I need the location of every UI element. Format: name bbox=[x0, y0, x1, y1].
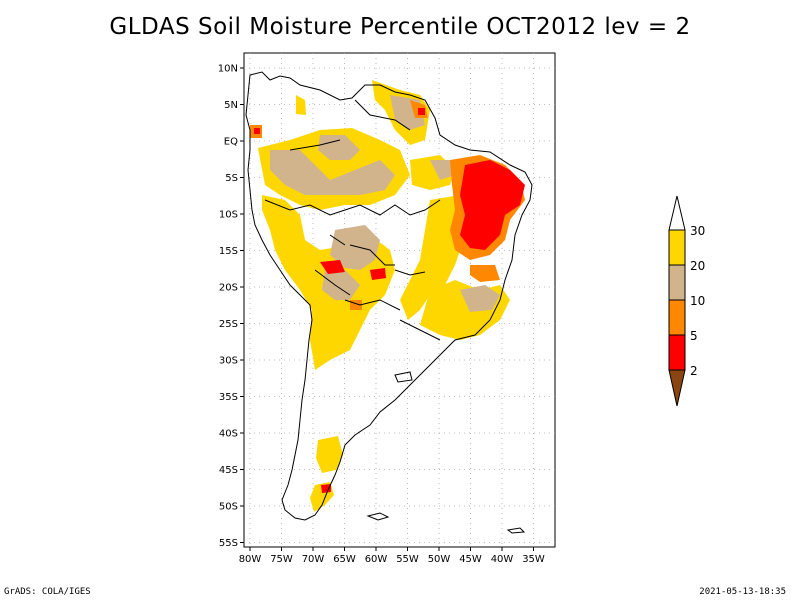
colorbar-label-30: 30 bbox=[690, 224, 705, 238]
colorbar-swatch-20-30 bbox=[668, 229, 686, 266]
lon-label: 35W bbox=[522, 554, 545, 565]
footer-credit: GrADS: COLA/IGES bbox=[4, 587, 91, 597]
lat-label: EQ bbox=[224, 137, 238, 148]
lat-label: 10S bbox=[219, 210, 238, 221]
lat-label: 25S bbox=[219, 319, 238, 330]
longitude-labels: 80W 75W 70W 65W 60W 55W 50W 45W 40W 35W bbox=[239, 547, 545, 565]
lon-label: 60W bbox=[365, 554, 388, 565]
lon-label: 70W bbox=[302, 554, 325, 565]
lat-label: 50S bbox=[219, 502, 238, 513]
lat-label: 30S bbox=[219, 356, 238, 367]
lat-label: 55S bbox=[219, 538, 238, 549]
islands bbox=[366, 371, 526, 534]
colorbar-top-arrow bbox=[668, 195, 686, 231]
colorbar-label-20: 20 bbox=[690, 259, 705, 273]
colorbar: 30 20 10 5 2 bbox=[668, 195, 705, 407]
lat-label: 10N bbox=[218, 64, 238, 75]
colorbar-bottom-arrow bbox=[668, 369, 686, 407]
lat-label: 40S bbox=[219, 429, 238, 440]
lat-label: 15S bbox=[219, 246, 238, 257]
lat-label: 5N bbox=[224, 100, 238, 111]
lon-label: 80W bbox=[239, 554, 262, 565]
colorbar-swatch-5-10 bbox=[668, 299, 686, 336]
lon-label: 45W bbox=[459, 554, 482, 565]
lat-label: 45S bbox=[219, 465, 238, 476]
lon-label: 40W bbox=[491, 554, 514, 565]
footer-timestamp: 2021-05-13-18:35 bbox=[699, 587, 786, 597]
lat-label: 35S bbox=[219, 392, 238, 403]
lon-label: 65W bbox=[333, 554, 356, 565]
colorbar-label-2: 2 bbox=[690, 364, 698, 378]
lat-label: 20S bbox=[219, 283, 238, 294]
lon-label: 55W bbox=[396, 554, 419, 565]
colorbar-label-10: 10 bbox=[690, 294, 705, 308]
coastline-and-borders bbox=[245, 71, 533, 521]
lat-label: 5S bbox=[225, 173, 238, 184]
lon-label: 75W bbox=[270, 554, 293, 565]
map-title: GLDAS Soil Moisture Percentile OCT2012 l… bbox=[109, 14, 691, 40]
colorbar-swatch-2-5 bbox=[668, 334, 686, 371]
latitude-labels: 10N 5N EQ 5S 10S 15S 20S 25S 30S 35S 40S 45S 50S 55S bbox=[218, 64, 244, 549]
colorbar-label-5: 5 bbox=[690, 329, 698, 343]
colorbar-swatch-10-20 bbox=[668, 264, 686, 301]
lon-label: 50W bbox=[428, 554, 451, 565]
